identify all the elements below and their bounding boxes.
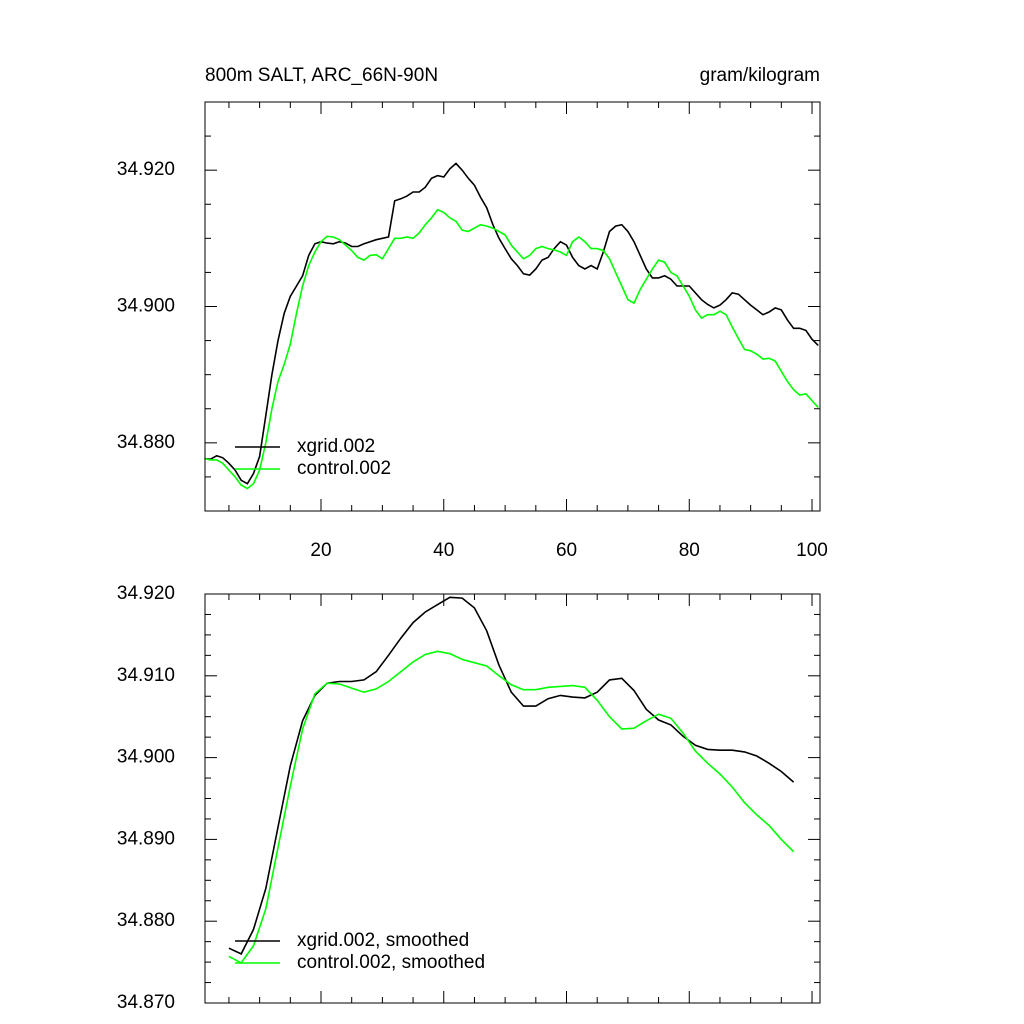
legend-label: xgrid.002: [297, 436, 375, 457]
y-tick-label: 34.920: [117, 583, 175, 604]
y-tick-label: 34.900: [117, 747, 175, 768]
y-tick-label: 34.880: [117, 432, 175, 453]
y-tick-label: 34.900: [117, 296, 175, 317]
y-tick-label: 34.880: [117, 910, 175, 931]
y-tick-label: 34.870: [117, 992, 175, 1013]
chart-title: 800m SALT, ARC_66N-90N: [205, 65, 438, 86]
legend-label: xgrid.002, smoothed: [297, 930, 469, 951]
legend-label: control.002, smoothed: [297, 952, 485, 973]
legend-label: control.002: [297, 458, 391, 479]
x-tick-label: 40: [433, 540, 454, 561]
y-tick-label: 34.890: [117, 828, 175, 849]
x-tick-label: 60: [556, 540, 577, 561]
x-tick-label: 100: [796, 540, 828, 561]
x-tick-label: 20: [310, 540, 331, 561]
y-tick-label: 34.910: [117, 665, 175, 686]
data-line: [228, 596, 795, 955]
y-tick-label: 34.920: [117, 159, 175, 180]
data-line: [228, 650, 795, 964]
data-line: [204, 208, 819, 490]
data-line: [204, 162, 819, 485]
units-label: gram/kilogram: [700, 65, 820, 86]
x-tick-label: 80: [679, 540, 700, 561]
